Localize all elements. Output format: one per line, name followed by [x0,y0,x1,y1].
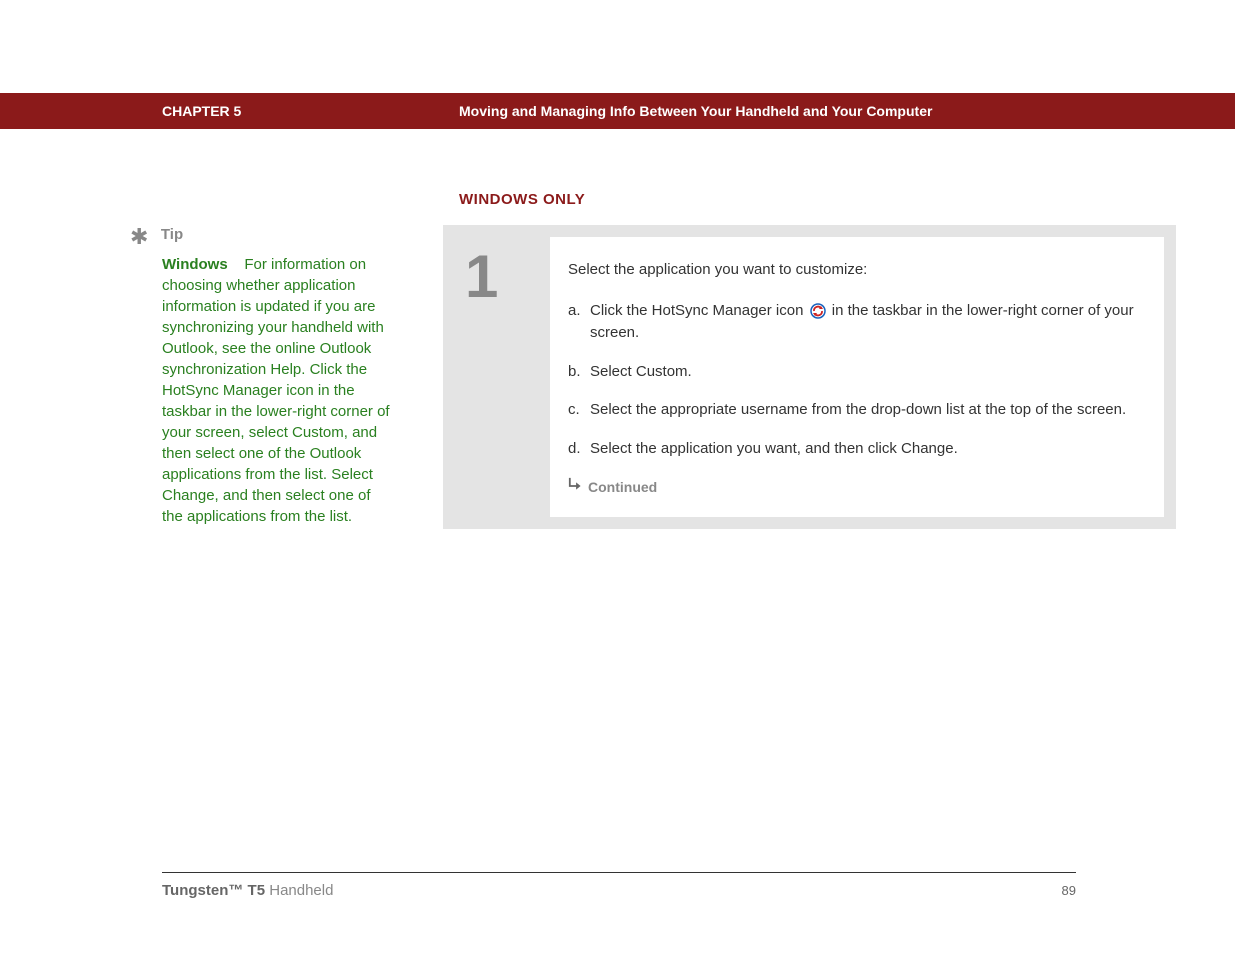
footer-divider [162,872,1076,873]
tip-content: Windows For information on choosing whet… [162,254,390,527]
step-list: a. Click the HotSync Manager icon [568,300,1146,461]
continued-row: Continued [568,476,1146,499]
step-content: Select the application you want to custo… [550,237,1164,517]
chapter-label: CHAPTER 5 [162,103,241,119]
page-footer: Tungsten™ T5 Handheld 89 [162,882,1076,899]
section-windows-only: WINDOWS ONLY [459,191,585,208]
product-name: Tungsten™ T5 Handheld [162,882,333,899]
step-letter: d. [568,438,590,461]
page-number: 89 [1062,883,1076,898]
step-letter: c. [568,399,590,422]
step-number-cell: 1 [455,237,550,517]
continued-label: Continued [588,477,657,498]
step-text: Click the HotSync Manager icon in the ta… [590,300,1146,345]
step-number: 1 [465,247,498,307]
step-box: 1 Select the application you want to cus… [443,225,1176,529]
hotsync-icon [810,303,826,319]
product-bold: Tungsten™ T5 [162,882,265,899]
step-text: Select the appropriate username from the… [590,399,1146,422]
tip-sidebar: ✱ Tip Windows For information on choosin… [130,226,390,527]
step-item: b. Select Custom. [568,361,1146,384]
product-rest: Handheld [265,882,333,899]
step-letter: b. [568,361,590,384]
asterisk-icon: ✱ [130,226,148,248]
step-item: a. Click the HotSync Manager icon [568,300,1146,345]
step-text: Select Custom. [590,361,1146,384]
continued-arrow-icon [568,476,582,499]
step-letter: a. [568,300,590,345]
step-item: c. Select the appropriate username from … [568,399,1146,422]
step-item: d. Select the application you want, and … [568,438,1146,461]
tip-label: Tip [161,226,183,243]
step-text: Select the application you want, and the… [590,438,1146,461]
chapter-header-bar: CHAPTER 5 Moving and Managing Info Betwe… [0,93,1235,129]
chapter-title: Moving and Managing Info Between Your Ha… [459,103,932,119]
step-intro: Select the application you want to custo… [568,259,1146,282]
tip-body: For information on choosing whether appl… [162,256,390,525]
tip-bold-prefix: Windows [162,256,228,273]
